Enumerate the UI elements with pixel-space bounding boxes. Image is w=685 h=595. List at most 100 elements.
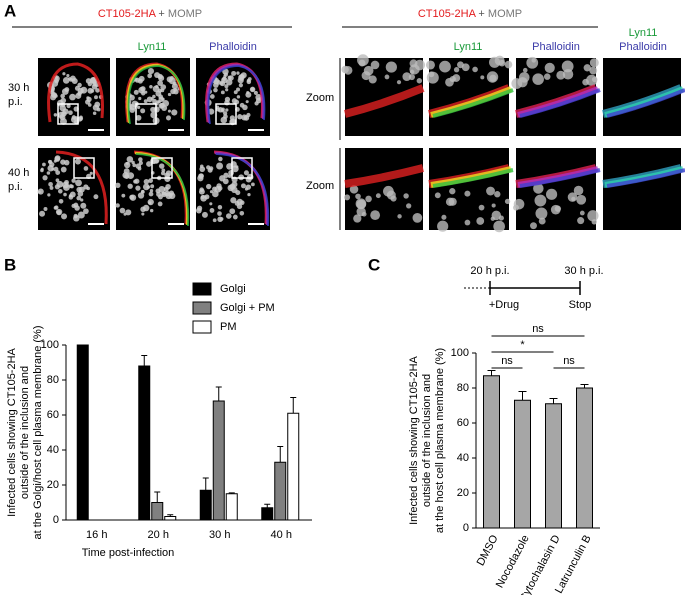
inclusion-dot <box>357 54 369 66</box>
inclusion-dot <box>152 98 157 104</box>
inclusion-dot <box>138 157 143 162</box>
membrane-signal <box>519 88 601 118</box>
inclusion-dot <box>93 194 99 200</box>
col-label: Phalloidin <box>532 41 580 53</box>
error-bar <box>202 477 209 491</box>
inclusion-dot <box>86 96 92 102</box>
inclusion-dot <box>58 189 63 194</box>
y-tick-label: 100 <box>451 347 469 359</box>
inclusion-dot <box>414 59 426 71</box>
inclusion-dot <box>428 71 435 78</box>
inclusion-dot <box>230 197 237 204</box>
inclusion-dot <box>232 214 238 220</box>
inclusion-dot <box>127 183 133 189</box>
inclusion-dot <box>239 210 245 216</box>
inclusion-dot <box>209 202 213 206</box>
x-tick-label: 20 h <box>148 529 169 541</box>
inclusion-dot <box>149 84 153 89</box>
inclusion-dot <box>406 203 412 209</box>
inclusion-dot <box>74 158 81 165</box>
header-protein: CT105-2HA <box>418 8 477 20</box>
inclusion-dot <box>511 78 523 89</box>
inclusion-dot <box>50 86 55 91</box>
inclusion-dot <box>80 198 84 202</box>
inclusion-dot <box>445 197 455 207</box>
inclusion-dot <box>167 92 172 97</box>
inclusion-dot <box>472 66 478 73</box>
inclusion-dot <box>165 115 172 121</box>
inclusion-dot <box>356 206 366 217</box>
inclusion-dot <box>165 183 171 190</box>
bar <box>225 493 238 521</box>
inclusion-dot <box>251 182 255 187</box>
inclusion-dot <box>589 58 599 68</box>
legend-label: PM <box>220 321 237 333</box>
row-label: p.i. <box>8 96 23 108</box>
inclusion-dot <box>375 193 381 199</box>
inclusion-dot <box>155 84 159 89</box>
inclusion-dot <box>147 73 153 79</box>
inclusion-dot <box>55 170 61 175</box>
inclusion-dot <box>61 88 69 95</box>
inclusion-dot <box>225 213 232 219</box>
inclusion-dot <box>75 92 82 99</box>
inclusion-dot <box>39 210 46 217</box>
inclusion-dot <box>526 56 539 69</box>
inclusion-dot <box>561 60 574 73</box>
membrane-signal <box>432 88 514 118</box>
inclusion-dot <box>533 183 544 194</box>
membrane-signal <box>606 88 685 118</box>
inclusion-dot <box>464 219 471 226</box>
inclusion-dot <box>43 207 48 211</box>
legend-swatch <box>192 301 212 315</box>
inclusion-dot <box>94 95 98 100</box>
y-axis-label: Infected cells showing CT105-2HA <box>6 347 18 516</box>
inclusion-dot <box>47 193 51 197</box>
inclusion-dot <box>504 60 513 69</box>
inclusion-dot <box>236 71 240 75</box>
inclusion-dot <box>239 73 245 80</box>
inclusion-dot <box>225 88 229 92</box>
inclusion-dot <box>589 66 598 75</box>
inclusion-dot <box>63 192 67 197</box>
inclusion-dot <box>223 172 229 178</box>
inclusion-dot <box>349 185 359 194</box>
inclusion-dot <box>63 184 70 191</box>
inclusion-dot <box>213 87 218 93</box>
error-bar <box>154 491 161 503</box>
zoom-box <box>215 103 237 125</box>
error-bar <box>518 391 527 401</box>
inclusion-dot <box>148 178 154 184</box>
zoom-image <box>603 148 681 230</box>
x-tick-label: 30 h <box>209 529 230 541</box>
y-tick-label: 60 <box>47 409 59 421</box>
inclusion-dot <box>56 210 62 215</box>
inclusion-dot <box>504 198 511 205</box>
inclusion-dot <box>228 75 234 81</box>
inclusion-dot <box>133 89 139 95</box>
inclusion-dot <box>249 86 256 93</box>
inclusion-dot <box>591 76 598 83</box>
y-axis-label: at the Golgi/host cell plasma membrane (… <box>32 326 44 540</box>
inclusion-dot <box>225 108 229 112</box>
inclusion-dot <box>577 217 585 225</box>
y-axis-label: Infected cells showing CT105-2HA <box>408 355 420 524</box>
timeline-label: 20 h p.i. <box>470 265 509 277</box>
error-bar <box>264 503 271 508</box>
inclusion-dot <box>219 80 226 87</box>
inclusion-dot <box>87 81 93 87</box>
inclusion-dot <box>173 88 179 95</box>
bar <box>274 461 287 521</box>
inclusion-dot <box>522 67 528 73</box>
inclusion-dot <box>71 178 76 183</box>
inclusion-dot <box>583 64 591 72</box>
inclusion-dot <box>69 191 76 198</box>
col-label: Lyn11 <box>629 27 658 39</box>
y-tick-label: 100 <box>41 339 59 351</box>
legend-label: Golgi <box>220 283 246 295</box>
inclusion-dot <box>80 86 88 94</box>
header-protein: CT105-2HA <box>98 8 157 20</box>
inclusion-dot <box>73 116 79 121</box>
col-label: Phalloidin <box>619 41 667 53</box>
membrane-signal <box>215 153 270 227</box>
